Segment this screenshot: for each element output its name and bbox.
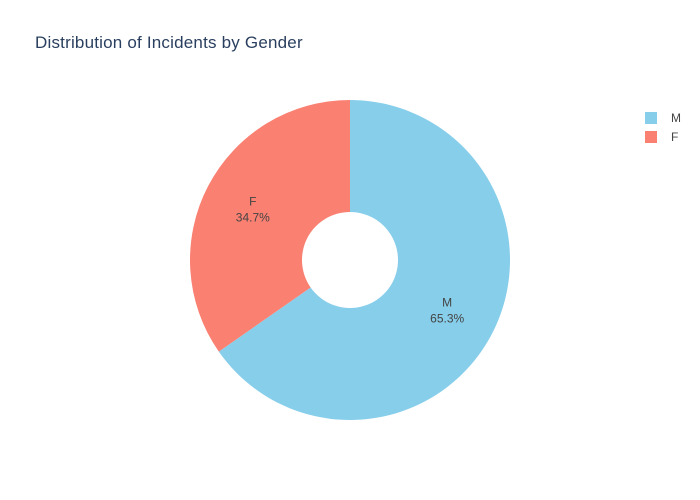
legend-item-f[interactable]: F: [645, 127, 695, 146]
slices-layer: [190, 100, 510, 420]
slice-percent-m: 65.3%: [430, 312, 464, 326]
legend-swatch-f: [645, 130, 657, 143]
slice-label-m: M: [442, 296, 452, 310]
legend: M F: [645, 108, 695, 146]
legend-item-m[interactable]: M: [645, 108, 695, 127]
slice-m[interactable]: [218, 100, 510, 420]
slice-label-f: F: [249, 194, 256, 208]
legend-label-f: F: [671, 129, 679, 144]
slice-f[interactable]: [190, 100, 350, 352]
legend-label-m: M: [671, 110, 681, 125]
legend-swatch-m: [645, 111, 657, 124]
chart-title: Distribution of Incidents by Gender: [35, 33, 303, 52]
labels-layer: M 65.3% F 34.7%: [236, 194, 465, 325]
slice-percent-f: 34.7%: [236, 210, 270, 224]
